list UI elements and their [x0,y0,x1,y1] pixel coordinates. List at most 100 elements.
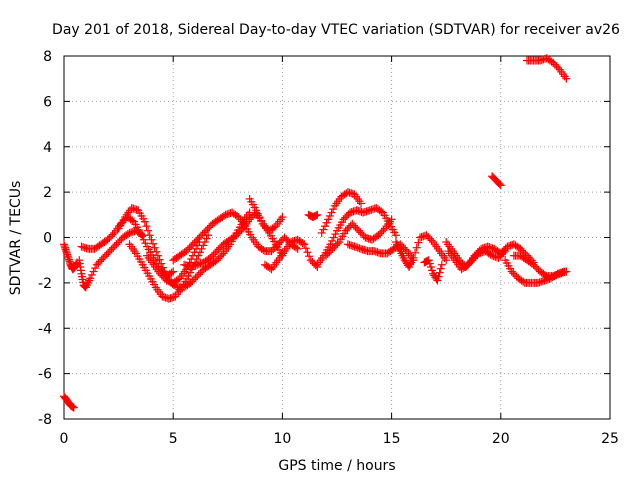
data-point [188,240,197,249]
data-point [305,252,314,261]
data-point [107,245,116,254]
data-point [324,215,333,224]
data-point [433,276,442,285]
data-point [138,232,147,241]
data-point [123,230,132,239]
data-point [391,231,400,240]
data-point [260,221,269,230]
data-point [219,211,228,220]
data-point [147,235,156,244]
data-point [247,213,256,222]
series-sat-e [114,204,254,292]
y-tick-label: 2 [43,185,52,201]
y-tick-label: 8 [43,49,52,65]
data-point [529,260,538,269]
data-point [509,269,518,278]
y-tick-label: 0 [43,231,52,247]
data-point [301,244,310,253]
data-point [69,403,78,412]
data-point [141,239,150,248]
data-point [159,273,168,282]
data-point [102,250,111,259]
data-point [377,207,386,216]
data-point [303,248,312,257]
data-point [192,244,201,253]
data-point [341,226,350,235]
data-point [196,268,205,277]
data-point [112,240,121,249]
data-point [197,231,206,240]
data-point [470,251,479,260]
series-sat-b [60,240,82,274]
data-point [267,247,276,256]
data-point [214,254,223,263]
x-tick-label: 25 [601,431,619,447]
data-point [157,259,166,268]
data-point [377,227,386,236]
data-point [531,262,540,271]
data-point [212,256,221,265]
data-point [136,228,145,237]
data-point [153,251,162,260]
data-point [562,74,571,83]
data-point [532,264,541,273]
data-point [202,234,211,243]
y-tick-label: -8 [38,412,52,428]
data-point [200,228,209,237]
data-point [409,253,418,262]
data-point [96,257,105,266]
data-point [86,274,95,283]
data-point [434,272,443,281]
data-point [245,215,254,224]
data-point [211,248,220,257]
data-point [399,243,408,252]
data-point [195,233,204,242]
data-point [331,230,340,239]
data-point [437,260,446,269]
data-point [145,231,154,240]
x-tick-label: 20 [492,431,510,447]
data-point [87,270,96,279]
data-point [300,240,309,249]
data-point [435,268,444,277]
data-point [496,249,505,258]
data-point [255,213,264,222]
data-point [198,230,207,239]
data-point [193,235,202,244]
chart-title: Day 201 of 2018, Sidereal Day-to-day VTE… [52,22,620,38]
data-point [339,215,348,224]
data-point [379,226,388,235]
data-point [214,245,223,254]
data-point [562,267,571,276]
series-sat-u [488,172,505,190]
data-point [192,236,201,245]
y-tick-label: -6 [38,367,52,383]
data-point [278,213,287,222]
data-point [298,239,307,248]
data-point [424,256,433,265]
data-point [554,63,563,72]
data-point [442,256,451,265]
data-point [157,271,166,280]
x-tick-label: 10 [273,431,291,447]
data-point [516,244,525,253]
data-point [328,236,337,245]
data-point [158,263,167,272]
series-sat-n [317,188,366,237]
data-point [317,228,326,237]
data-point [270,223,279,232]
data-point [205,223,214,232]
data-point [348,219,357,228]
data-point [106,232,115,241]
data-point [341,213,350,222]
data-point [425,259,434,268]
data-point [282,235,291,244]
data-point [275,238,284,247]
data-point [169,267,178,276]
data-point [201,226,210,235]
data-point [310,259,319,268]
data-point [328,244,337,253]
data-point [139,235,148,244]
data-point [174,275,183,284]
